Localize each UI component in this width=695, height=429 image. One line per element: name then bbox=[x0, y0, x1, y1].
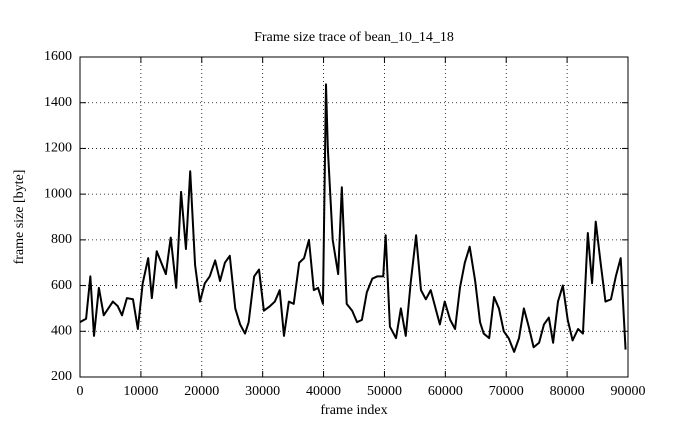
x-tick-label: 0 bbox=[77, 384, 84, 399]
y-tick-label: 600 bbox=[51, 278, 72, 293]
x-tick-label: 70000 bbox=[489, 384, 524, 399]
data-line bbox=[79, 83, 627, 353]
x-axis-label: frame index bbox=[320, 403, 387, 418]
y-tick-label: 200 bbox=[51, 369, 72, 384]
chart-title: Frame size trace of bean_10_14_18 bbox=[254, 30, 454, 45]
x-tick-label: 40000 bbox=[306, 384, 341, 399]
x-tick-label: 60000 bbox=[428, 384, 463, 399]
y-tick-label: 1600 bbox=[44, 49, 72, 64]
y-axis-label: frame size [byte] bbox=[12, 170, 27, 265]
y-tick-label: 800 bbox=[51, 232, 72, 247]
y-tick-label: 1200 bbox=[44, 141, 72, 156]
x-tick-label: 20000 bbox=[184, 384, 219, 399]
y-tick-label: 400 bbox=[51, 324, 72, 339]
y-tick-label: 1000 bbox=[44, 186, 72, 201]
x-tick-label: 50000 bbox=[367, 384, 402, 399]
x-tick-label: 30000 bbox=[245, 384, 280, 399]
x-tick-label: 90000 bbox=[611, 384, 646, 399]
plot-frame bbox=[79, 56, 629, 378]
x-tick-label: 10000 bbox=[123, 384, 158, 399]
x-tick-label: 80000 bbox=[550, 384, 585, 399]
y-tick-label: 1400 bbox=[44, 95, 72, 110]
